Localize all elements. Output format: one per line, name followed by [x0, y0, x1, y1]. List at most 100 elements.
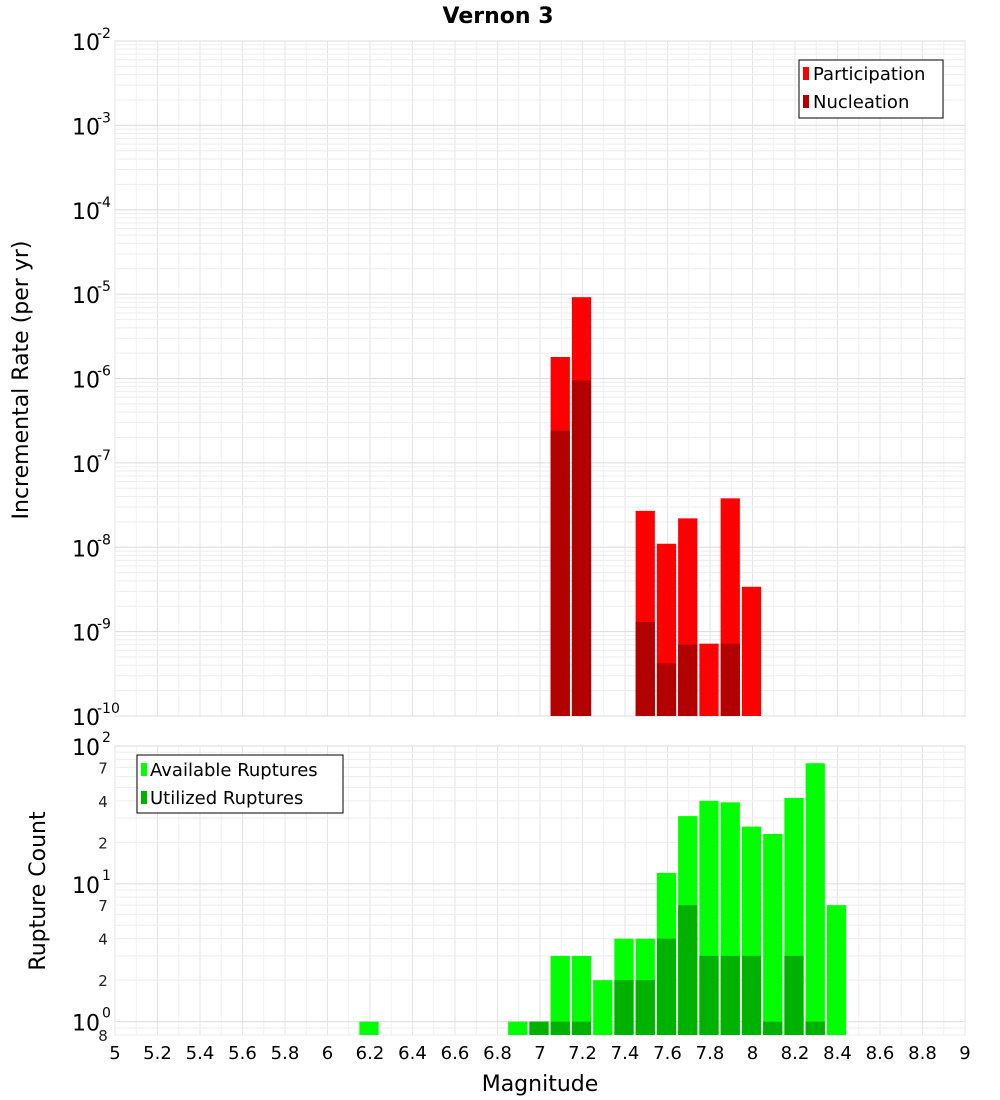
x-tick-label: 7.2	[568, 1043, 597, 1064]
legend-label-utilized: Utilized Ruptures	[150, 788, 303, 809]
nucleation-bar	[720, 643, 740, 716]
x-tick-label: 6	[322, 1043, 333, 1064]
y-minor-tick-label: 2	[98, 834, 108, 852]
y-tick-exponent: -5	[97, 279, 111, 295]
utilized-ruptures-bar	[763, 1021, 783, 1035]
bottom-legend-box	[136, 754, 344, 814]
y-tick-exponent: -8	[97, 532, 111, 548]
y-minor-tick-label: 2	[98, 972, 108, 990]
y-tick-label: 10	[72, 115, 100, 140]
top-legend: Participation Nucleation	[798, 59, 944, 119]
top-bars	[550, 297, 762, 716]
x-tick-label: 6.2	[356, 1043, 385, 1064]
legend-swatch-available	[141, 763, 147, 776]
bottom-legend: Available Ruptures Utilized Ruptures	[136, 754, 344, 814]
x-tick-label: 6.8	[483, 1043, 512, 1064]
x-tick-label: 6.4	[398, 1043, 427, 1064]
utilized-ruptures-bar	[635, 980, 655, 1035]
x-tick-label: 5.2	[143, 1043, 172, 1064]
y-minor-tick-label: 7	[98, 759, 108, 777]
bottom-y-axis-title: Rupture Count	[26, 811, 51, 971]
available-ruptures-bar	[593, 980, 613, 1035]
available-ruptures-bar	[359, 1021, 379, 1035]
utilized-ruptures-bar	[656, 938, 677, 1035]
participation-bar	[741, 586, 762, 716]
nucleation-bar	[635, 622, 655, 716]
legend-label-participation: Participation	[813, 64, 925, 85]
x-tick-label: 7.6	[653, 1043, 682, 1064]
y-tick-exponent: 1	[102, 868, 111, 884]
x-tick-labels: 5 5.2 5.4 5.6 5.8 6 6.2 6.4 6.6 6.8 7 7.2 7.4 7.6 7.8 8…	[109, 1043, 970, 1064]
nucleation-bar	[550, 430, 570, 716]
utilized-ruptures-bar	[699, 955, 719, 1035]
y-tick-label: 10	[72, 369, 100, 394]
y-minor-tick-label: 8	[98, 1027, 108, 1045]
available-ruptures-bar	[571, 955, 592, 1035]
x-tick-label: 6.6	[441, 1043, 470, 1064]
utilized-ruptures-bar	[529, 1021, 549, 1035]
available-ruptures-bar	[508, 1021, 528, 1035]
nucleation-bar	[571, 380, 592, 716]
y-tick-exponent: -2	[97, 26, 111, 42]
x-tick-label: 8.4	[823, 1043, 852, 1064]
utilized-ruptures-bar	[678, 905, 698, 1035]
x-tick-label: 8	[747, 1043, 758, 1064]
x-tick-label: 8.6	[866, 1043, 895, 1064]
x-tick-label: 8.8	[908, 1043, 937, 1064]
y-minor-tick-label: 4	[98, 793, 108, 811]
y-tick-exponent: -6	[97, 364, 111, 380]
utilized-ruptures-bar	[550, 1021, 570, 1035]
participation-bar	[699, 643, 719, 716]
utilized-ruptures-bar	[784, 955, 804, 1035]
y-tick-exponent: -7	[97, 448, 111, 464]
x-axis-title: Magnitude	[482, 1072, 599, 1097]
y-tick-label: 10	[72, 622, 100, 647]
legend-swatch-participation	[803, 67, 809, 80]
x-tick-label: 5.8	[271, 1043, 300, 1064]
y-tick-label: 10	[72, 1012, 100, 1037]
utilized-ruptures-bar	[614, 980, 634, 1035]
legend-swatch-utilized	[141, 791, 147, 804]
y-minor-tick-label: 7	[98, 897, 108, 915]
y-tick-label: 10	[72, 453, 100, 478]
utilized-ruptures-bar	[741, 955, 762, 1035]
x-tick-label: 7.8	[696, 1043, 725, 1064]
available-ruptures-bar	[550, 955, 570, 1035]
y-tick-exponent: 2	[102, 730, 111, 746]
y-tick-exponent: -3	[97, 110, 111, 126]
x-tick-label: 5	[109, 1043, 120, 1064]
x-tick-label: 8.2	[781, 1043, 810, 1064]
chart-title: Vernon 3	[443, 4, 554, 29]
x-tick-label: 5.4	[186, 1043, 215, 1064]
y-tick-label: 10	[72, 200, 100, 225]
top-legend-box	[798, 59, 944, 119]
x-tick-label: 9	[959, 1043, 970, 1064]
bottom-bars	[359, 763, 847, 1035]
x-tick-label: 7	[534, 1043, 545, 1064]
utilized-ruptures-bar	[805, 1021, 825, 1035]
y-tick-label: 10	[72, 284, 100, 309]
y-tick-label: 10	[72, 736, 100, 761]
y-tick-exponent: 0	[102, 1006, 111, 1022]
utilized-ruptures-bar	[720, 955, 740, 1035]
y-tick-exponent: -10	[97, 701, 120, 717]
legend-label-available: Available Ruptures	[150, 760, 318, 781]
available-ruptures-bar	[763, 833, 783, 1035]
y-tick-label: 10	[72, 31, 100, 56]
x-tick-label: 7.4	[611, 1043, 640, 1064]
y-tick-label: 10	[72, 874, 100, 899]
nucleation-bar	[678, 644, 698, 716]
x-tick-label: 5.6	[228, 1043, 257, 1064]
top-gridlines	[114, 40, 966, 717]
y-tick-exponent: -9	[97, 617, 111, 633]
legend-swatch-nucleation	[803, 95, 809, 108]
y-tick-label: 10	[72, 537, 100, 562]
available-ruptures-bar	[826, 905, 847, 1035]
utilized-ruptures-bar	[571, 1021, 592, 1035]
y-tick-exponent: -4	[97, 195, 111, 211]
legend-label-nucleation: Nucleation	[813, 92, 909, 113]
nucleation-bar	[656, 663, 677, 716]
